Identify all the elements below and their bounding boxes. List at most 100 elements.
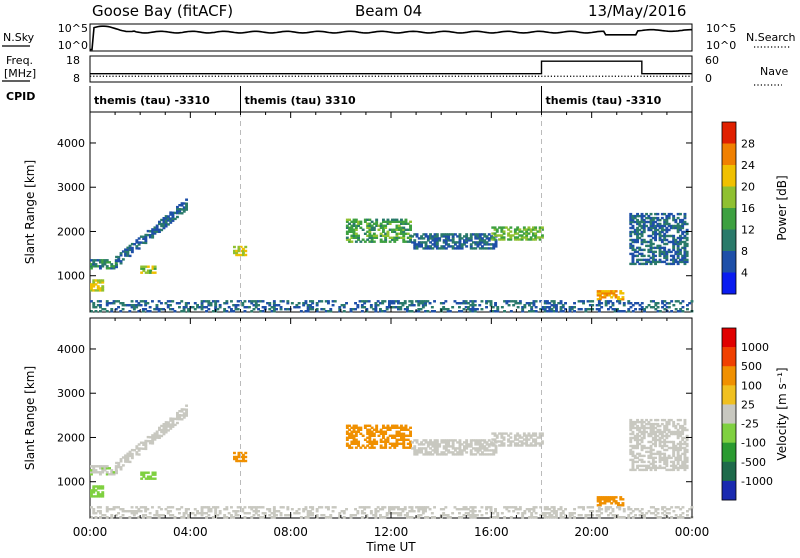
echo-cell xyxy=(124,254,127,257)
echo-cell xyxy=(681,218,685,222)
echo-cell xyxy=(438,239,442,242)
echo-cell xyxy=(674,446,678,450)
echo-cell xyxy=(685,436,689,440)
echo-cell xyxy=(404,424,408,427)
echo-cell xyxy=(142,471,146,474)
echo-cell xyxy=(460,449,464,452)
echo-cell xyxy=(476,449,480,452)
echo-cell xyxy=(685,448,689,452)
echo-cell xyxy=(667,468,671,472)
echo-cell xyxy=(227,306,231,309)
echo-cell xyxy=(676,516,680,519)
echo-cell xyxy=(658,260,662,264)
echo-cell xyxy=(404,428,408,431)
echo-cell xyxy=(345,220,349,223)
echo-cell xyxy=(670,516,674,519)
colorbar-swatch xyxy=(722,328,736,348)
echo-cell xyxy=(663,224,667,228)
echo-cell xyxy=(162,221,166,224)
echo-cell xyxy=(667,216,671,220)
echo-cell xyxy=(171,425,175,428)
echo-cell xyxy=(424,439,428,442)
echo-cell xyxy=(447,245,451,248)
echo-cell xyxy=(408,516,412,519)
echo-cell xyxy=(126,304,129,307)
echo-cell xyxy=(114,467,118,470)
echo-cell xyxy=(151,442,155,445)
echo-cell xyxy=(665,440,669,444)
echo-cell xyxy=(525,440,529,443)
echo-cell xyxy=(500,238,504,241)
echo-cell xyxy=(598,498,602,501)
echo-cell xyxy=(96,259,100,262)
echo-cell xyxy=(483,449,487,452)
echo-cell xyxy=(654,460,657,464)
echo-cell xyxy=(647,464,651,468)
echo-cell xyxy=(348,436,351,439)
echo-cell xyxy=(685,252,689,256)
echo-cell xyxy=(155,436,159,439)
echo-cell xyxy=(654,212,657,216)
echo-cell xyxy=(315,310,319,313)
echo-cell xyxy=(597,510,601,513)
echo-cell xyxy=(464,300,468,303)
echo-cell xyxy=(230,308,233,311)
echo-cell xyxy=(573,310,576,313)
echo-cell xyxy=(395,424,399,427)
echo-cell xyxy=(166,304,170,307)
echo-cell xyxy=(142,265,146,268)
echo-cell xyxy=(651,242,655,246)
echo-cell xyxy=(658,248,662,252)
echo-cell xyxy=(426,441,430,444)
echo-cell xyxy=(676,434,680,438)
echo-cell xyxy=(500,434,504,437)
echo-cell xyxy=(309,308,312,311)
echo-cell xyxy=(555,306,558,309)
echo-cell xyxy=(534,506,538,509)
echo-cell xyxy=(376,304,380,307)
echo-cell xyxy=(388,508,391,511)
echo-cell xyxy=(90,265,93,268)
echo-cell xyxy=(151,234,155,237)
echo-cell xyxy=(426,235,430,238)
echo-cell xyxy=(645,446,648,450)
echo-cell xyxy=(419,302,423,305)
echo-cell xyxy=(656,218,660,222)
echo-cell xyxy=(681,426,685,430)
echo-cell xyxy=(640,232,644,236)
echo-cell xyxy=(354,228,358,231)
echo-cell xyxy=(279,300,283,303)
echo-cell xyxy=(640,242,644,246)
echo-cell xyxy=(586,514,590,517)
colorbar-swatch xyxy=(722,480,736,501)
echo-cell xyxy=(634,302,637,305)
echo-cell xyxy=(184,306,188,309)
echo-cell xyxy=(645,466,648,470)
echo-cell xyxy=(516,508,520,511)
echo-cell xyxy=(681,428,685,432)
echo-cell xyxy=(126,460,130,463)
echo-cell xyxy=(155,308,159,311)
echo-cell xyxy=(469,237,473,240)
echo-cell xyxy=(237,455,241,459)
echo-cell xyxy=(469,453,473,456)
x-axis-label: Time UT xyxy=(365,540,416,554)
echo-cell xyxy=(638,224,642,228)
echo-cell xyxy=(451,512,455,515)
echo-cell xyxy=(548,516,552,519)
echo-cell xyxy=(309,300,312,303)
echo-cell xyxy=(96,287,100,290)
echo-cell xyxy=(656,508,660,511)
echo-cell xyxy=(532,310,536,313)
echo-cell xyxy=(121,250,125,253)
echo-cell xyxy=(92,491,96,494)
echo-cell xyxy=(368,424,372,427)
echo-cell xyxy=(254,302,258,305)
echo-cell xyxy=(388,240,392,243)
echo-cell xyxy=(683,258,687,262)
echo-cell xyxy=(155,434,159,437)
echo-cell xyxy=(381,506,385,509)
echo-cell xyxy=(119,466,123,469)
echo-cell xyxy=(381,300,385,303)
echo-cell xyxy=(171,514,175,517)
